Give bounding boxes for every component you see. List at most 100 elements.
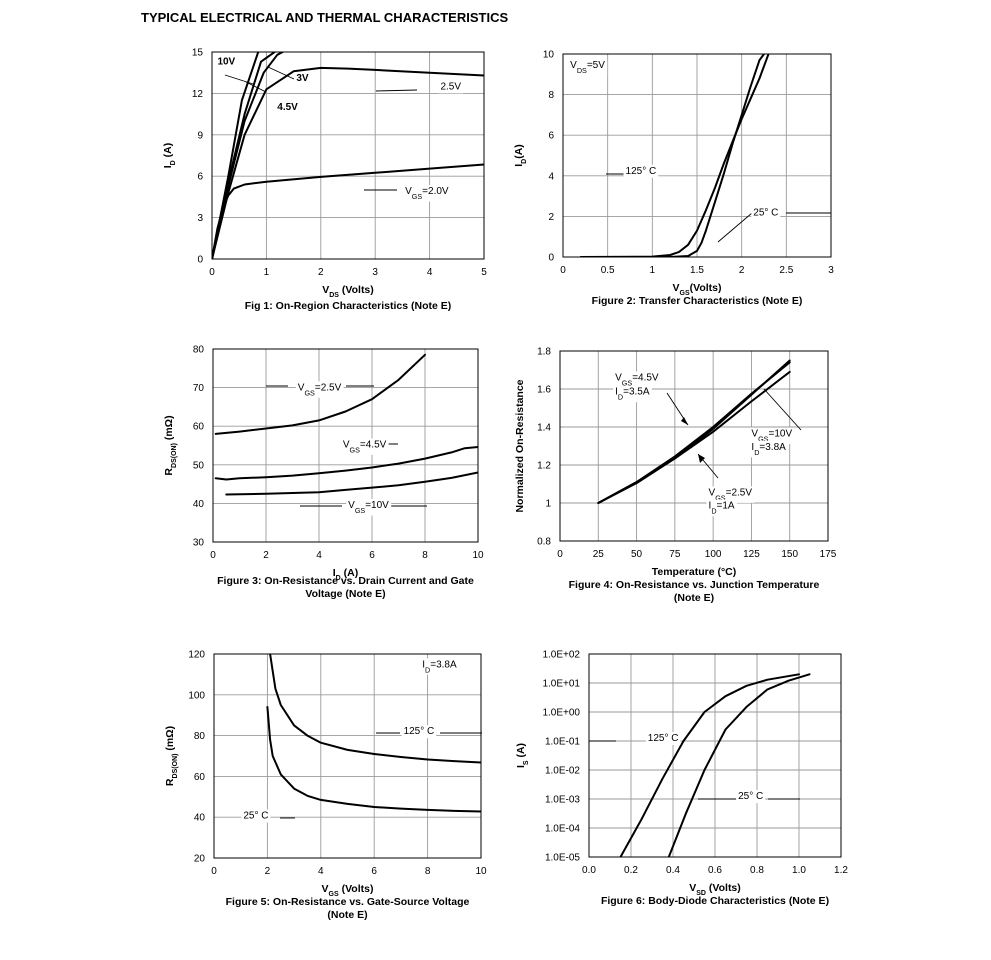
y-axis-label: IS (A) — [515, 743, 530, 768]
x-axis-label: Temperature (°C) — [652, 566, 737, 578]
plot-frame — [212, 348, 479, 543]
annotation-label: ID​=3.5A — [615, 387, 650, 402]
annotation-label: VDS​=5V — [570, 60, 605, 75]
annotation-label: VGS​=4.5V — [615, 372, 659, 387]
plot-frame — [211, 51, 485, 260]
annotation-label: VGS​=2.0V — [405, 186, 449, 201]
annotation-label: 3V — [296, 73, 309, 84]
x-tick-label: 8 — [422, 550, 428, 561]
annotation-background — [401, 725, 437, 739]
y-tick-label: 6 — [548, 131, 554, 142]
fig1-series-line-2 — [212, 52, 284, 259]
y-axis-label: RDS(ON) (mΩ) — [164, 726, 179, 786]
x-tick-label: 0 — [211, 866, 217, 877]
callout-line — [763, 388, 802, 431]
fig5-series-line-1 — [266, 706, 481, 813]
callout-arrowhead — [681, 417, 688, 425]
annotation-label: 25° C — [753, 207, 778, 218]
annotation-label: VGS​=4.5V — [343, 439, 387, 454]
x-tick-label: 1.0 — [792, 865, 806, 876]
annotation-label: VGS​=2.5V — [709, 487, 753, 502]
x-tick-label: 0.6 — [708, 865, 722, 876]
annotation-background — [613, 385, 652, 403]
y-tick-label: 1.0E-02 — [545, 766, 580, 777]
x-tick-label: 175 — [820, 549, 837, 560]
y-tick-label: 0 — [548, 253, 554, 264]
x-tick-label: 3 — [372, 267, 378, 278]
annotation-background — [241, 809, 271, 823]
y-axis-label: Normalized On-Resistance — [514, 379, 526, 512]
x-tick-label: 0 — [557, 549, 563, 560]
y-tick-label: 1.0E-05 — [545, 853, 580, 864]
x-tick-label: 1 — [264, 267, 270, 278]
fig3-chart: 0 2 4 6 8 10 30 40 50 60 70 80 ID (A) RDS(ON) (mΩ) Fig… — [163, 345, 484, 601]
x-tick-label: 0.2 — [624, 865, 638, 876]
fig2-series-line-0 — [579, 54, 770, 257]
x-tick-label: 0.5 — [601, 265, 615, 276]
annotation-background — [215, 55, 238, 69]
x-tick-label: 25 — [593, 549, 605, 560]
y-tick-label: 10 — [543, 50, 555, 61]
y-tick-label: 1.0E+00 — [542, 708, 580, 719]
y-tick-label: 0.8 — [537, 537, 551, 548]
annotation-background — [749, 427, 795, 444]
y-axis-label: ID (A) — [162, 143, 177, 168]
x-tick-label: 2 — [265, 866, 271, 877]
callout-line — [375, 89, 418, 92]
x-tick-label: 0 — [209, 267, 215, 278]
figure-caption: Figure 3: On-Resistance vs. Drain Curren… — [217, 575, 474, 587]
fig5-series-line-0 — [269, 654, 481, 764]
x-tick-label: 4 — [318, 866, 324, 877]
y-tick-label: 1 — [545, 499, 551, 510]
callout-line — [245, 81, 267, 93]
x-tick-label: 0.8 — [750, 865, 764, 876]
fig3-series-line-1 — [214, 446, 478, 481]
annotation-label: 25° C — [243, 810, 268, 821]
fig6-series-line-0 — [619, 673, 800, 857]
annotation-label: 4.5V — [277, 102, 298, 113]
x-axis-label: VGS (Volts) — [322, 883, 374, 898]
callout-line — [267, 66, 295, 80]
x-tick-label: 4 — [316, 550, 322, 561]
x-tick-label: 1.2 — [834, 865, 848, 876]
y-tick-label: 80 — [193, 345, 205, 356]
y-tick-label: 1.0E-04 — [545, 824, 580, 835]
x-tick-label: 0.4 — [666, 865, 680, 876]
y-tick-label: 40 — [193, 499, 205, 510]
figure-caption: Fig 1: On-Region Characteristics (Note E… — [245, 300, 452, 312]
y-tick-label: 50 — [193, 460, 205, 471]
y-tick-label: 1.2 — [537, 461, 551, 472]
y-axis-label: RDS(ON) (mΩ) — [163, 415, 178, 475]
fig2-chart: 0 0.5 1 1.5 2 2.5 3 0 2 4 6 8 10 VGS(Volts) ID(A) Figur… — [513, 50, 834, 308]
y-tick-label: 60 — [194, 772, 206, 783]
annotation-label: 125° C — [648, 733, 679, 744]
x-axis-label: ID (A) — [333, 567, 358, 582]
annotation-label: ID​=3.8A — [751, 442, 786, 457]
figure-caption: (Note E) — [674, 592, 714, 604]
y-tick-label: 3 — [197, 213, 203, 224]
annotation-label: 125° C — [626, 166, 657, 177]
annotation-background — [613, 371, 661, 388]
annotation-background — [294, 71, 311, 85]
annotation-background — [340, 438, 389, 455]
x-tick-label: 75 — [669, 549, 681, 560]
annotation-background — [706, 486, 755, 503]
callout-line — [717, 212, 753, 243]
fig1-series-line-3 — [212, 66, 484, 259]
annotation-background — [346, 499, 392, 516]
y-axis-label: ID(A) — [513, 144, 528, 167]
x-tick-label: 0 — [210, 550, 216, 561]
y-tick-label: 1.8 — [537, 347, 551, 358]
y-tick-label: 8 — [548, 90, 554, 101]
x-tick-label: 4 — [427, 267, 433, 278]
y-tick-label: 30 — [193, 538, 205, 549]
y-tick-label: 1.0E-03 — [545, 795, 580, 806]
figure-caption: Figure 4: On-Resistance vs. Junction Tem… — [569, 579, 820, 591]
annotation-label: VGS​=2.5V — [298, 382, 342, 397]
annotation-label: ID​=1A — [709, 501, 735, 516]
y-tick-label: 2 — [548, 212, 554, 223]
annotation-background — [751, 206, 781, 220]
x-axis-label: VSD (Volts) — [689, 882, 741, 897]
y-tick-label: 120 — [188, 650, 205, 661]
x-tick-label: 3 — [828, 265, 834, 276]
